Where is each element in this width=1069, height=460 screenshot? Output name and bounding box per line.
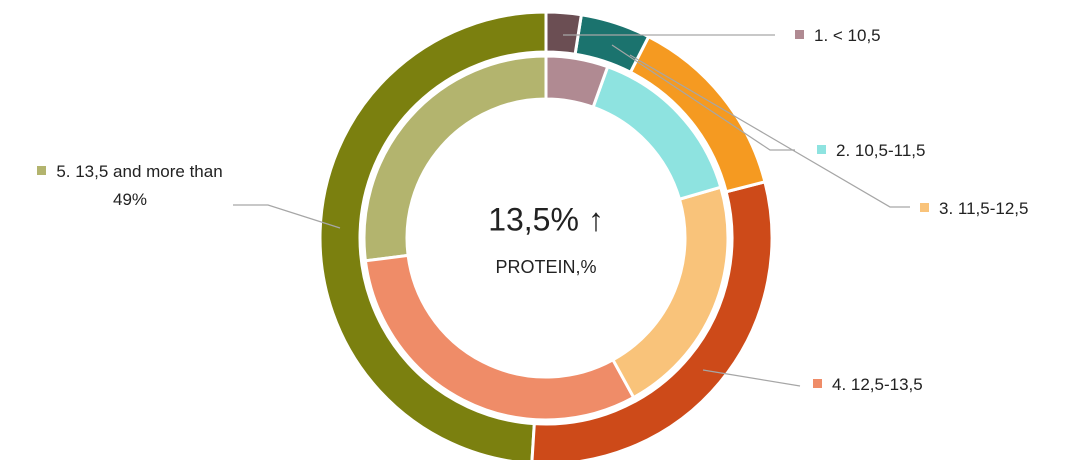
- legend-entry: 1. < 10,5: [795, 22, 881, 50]
- legend-entry: 3. 11,5-12,5: [920, 195, 1028, 223]
- legend-entry: 4. 12,5-13,5: [813, 371, 923, 399]
- legend-entry: 2. 10,5-11,5: [817, 137, 925, 165]
- donut-segment: [318, 10, 548, 460]
- legend-marker: [37, 166, 47, 176]
- leader-line: [629, 54, 910, 208]
- center-title: 13,5% ↑: [488, 201, 604, 237]
- leader-line: [233, 204, 341, 229]
- donut-segment: [544, 54, 610, 110]
- donut-segment: [544, 10, 584, 57]
- legend-label: 3. 11,5-12,5: [939, 199, 1029, 218]
- leader-line: [611, 44, 795, 151]
- center-subtitle: PROTEIN,%: [495, 257, 596, 277]
- legend-marker: [817, 145, 826, 155]
- donut-segment: [573, 13, 651, 75]
- legend-marker: [795, 30, 804, 40]
- legend-label: 4. 12,5-13,5: [832, 375, 923, 394]
- legend-marker: [813, 379, 822, 389]
- legend-label: 1. < 10,5: [814, 26, 881, 45]
- donut-segment: [591, 64, 723, 202]
- donut-segment: [530, 179, 774, 460]
- legend-label: 5. 13,5 and more than: [56, 162, 223, 181]
- legend-entry: 5. 13,5 and more than 49%: [10, 158, 250, 214]
- leader-line: [702, 369, 801, 387]
- legend-marker: [920, 203, 929, 213]
- donut-segment: [610, 185, 730, 400]
- legend-label: 2. 10,5-11,5: [836, 141, 926, 160]
- data-label: 49%: [112, 190, 148, 209]
- donut-segment: [363, 253, 636, 422]
